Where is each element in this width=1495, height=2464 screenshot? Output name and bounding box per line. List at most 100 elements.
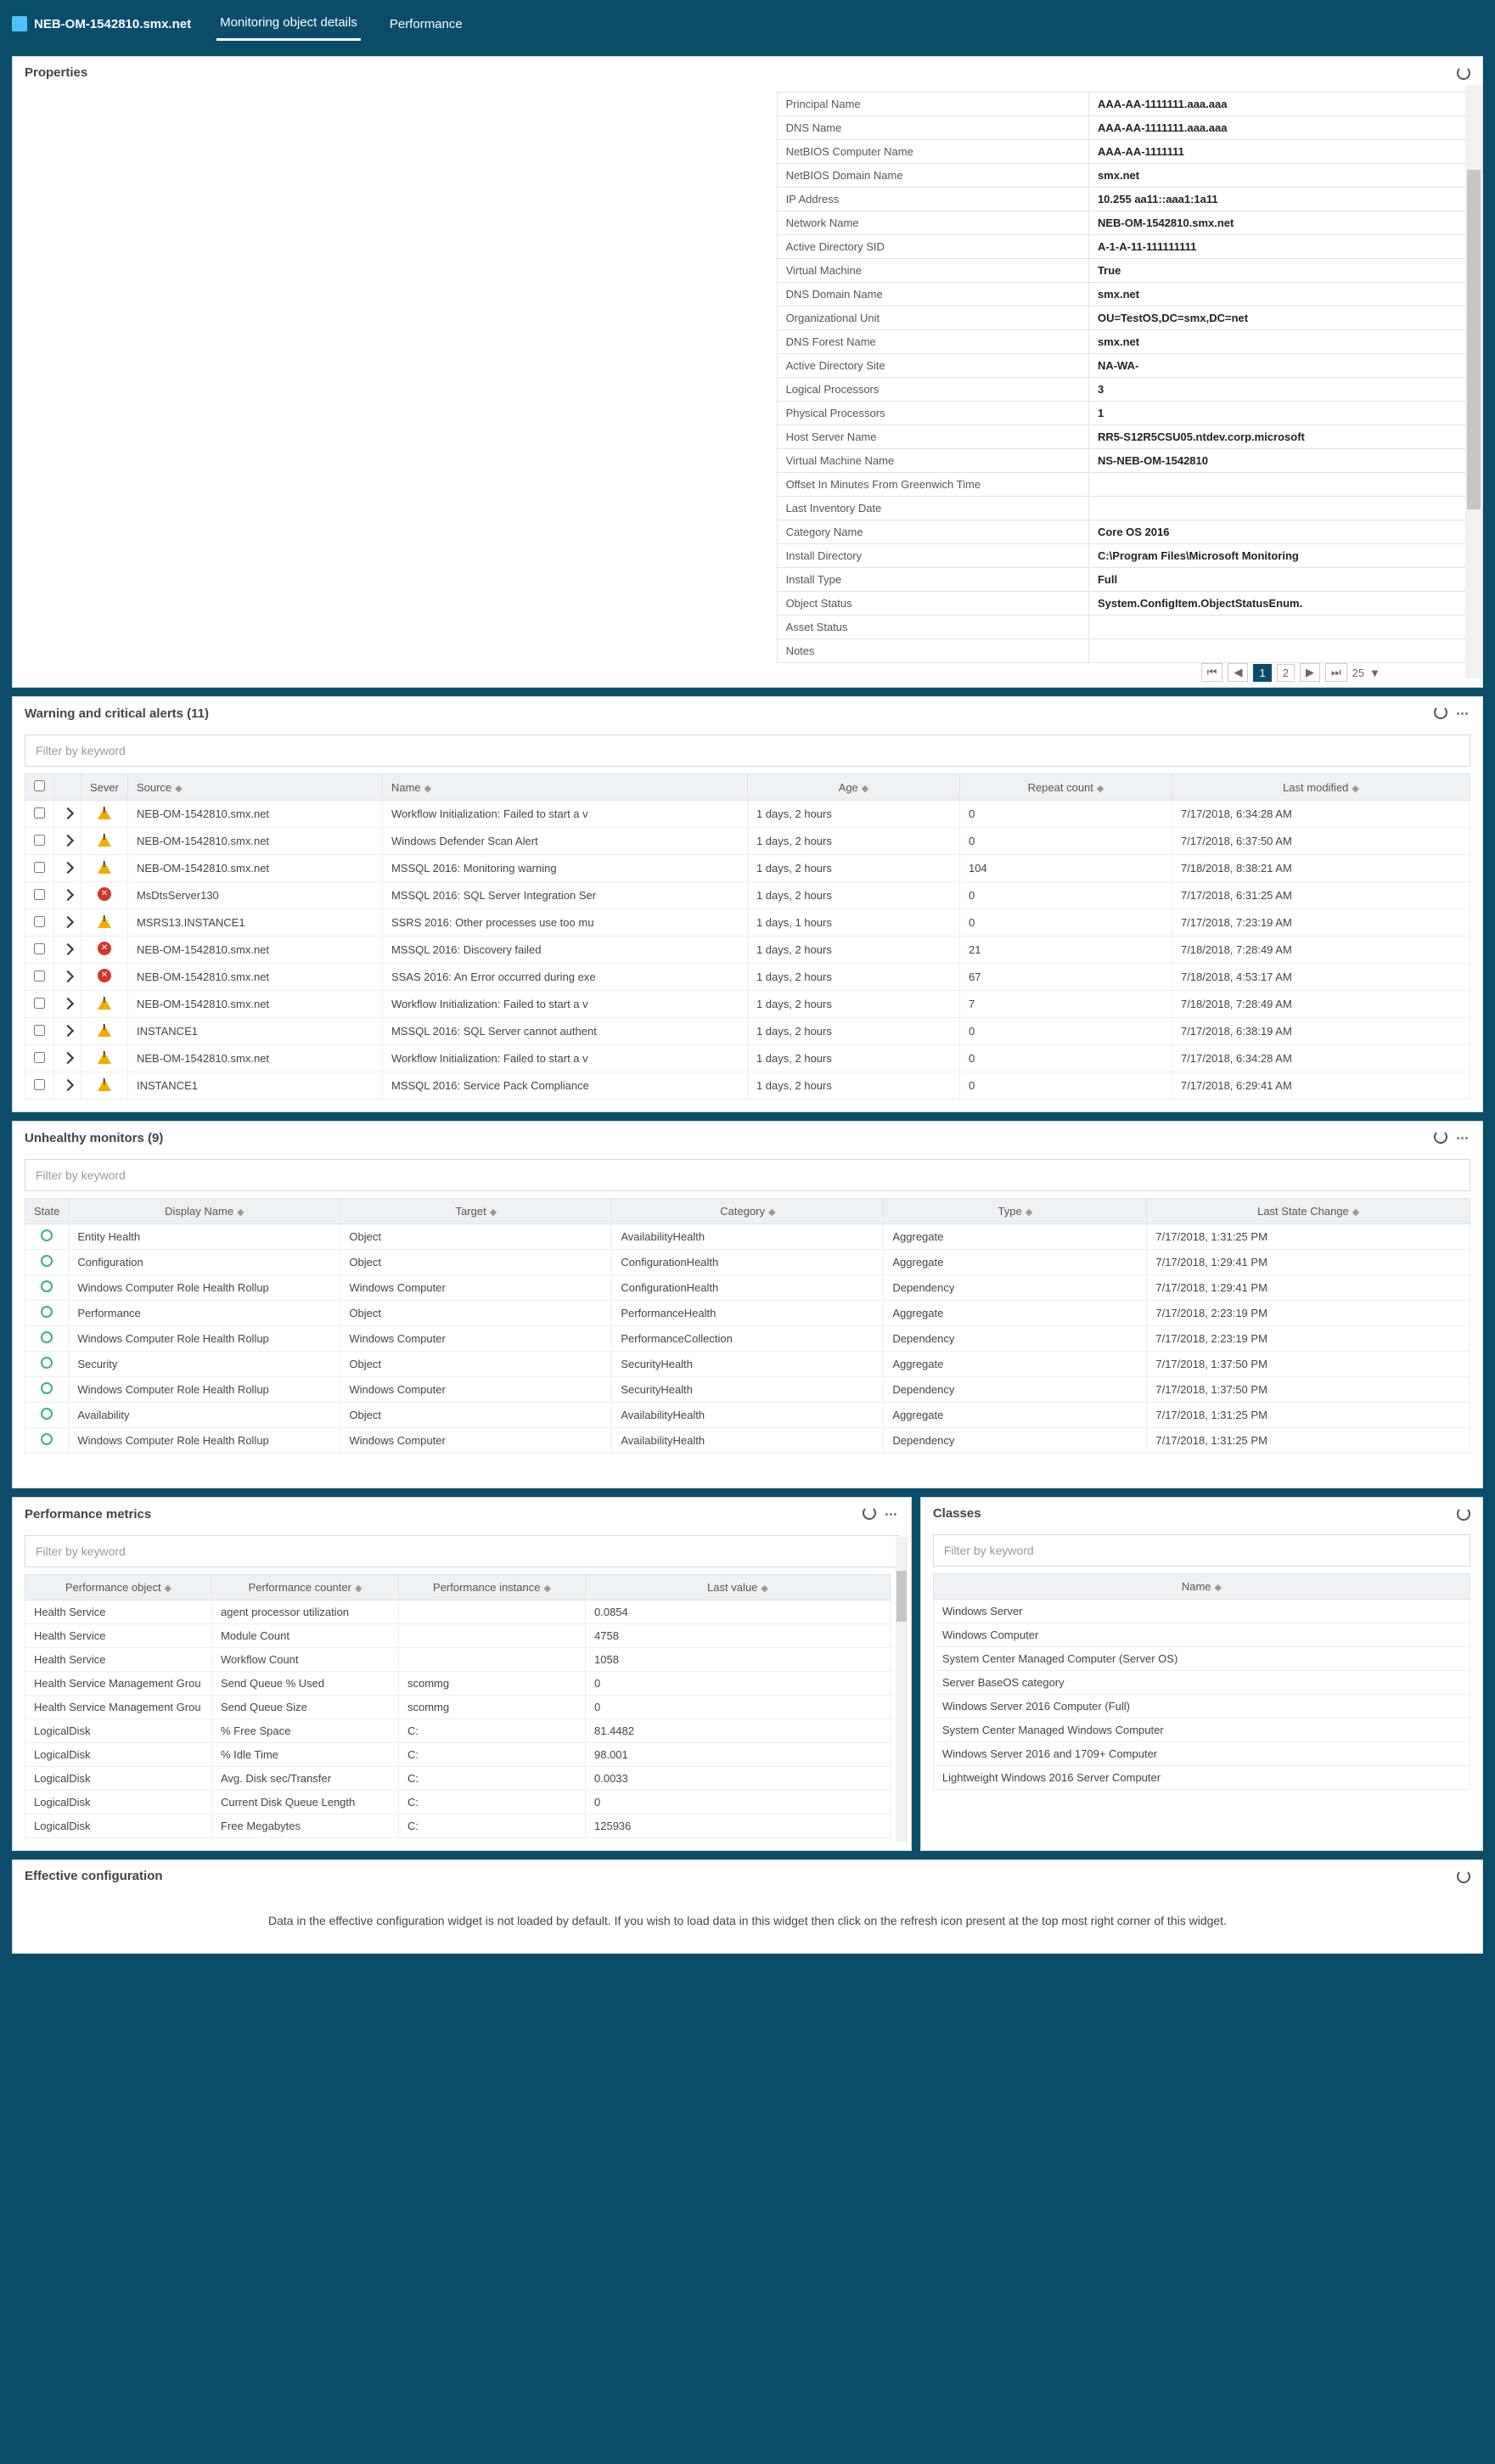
monitor-row[interactable]: Entity Health Object AvailabilityHealth … xyxy=(25,1224,1470,1250)
property-row: Active Directory SiteNA-WA- xyxy=(777,354,1470,378)
row-checkbox[interactable] xyxy=(34,862,45,873)
row-checkbox[interactable] xyxy=(34,1025,45,1036)
property-value: AAA-AA-1111111.aaa.aaa xyxy=(1088,93,1470,116)
row-checkbox[interactable] xyxy=(34,807,45,819)
monitor-category: PerformanceCollection xyxy=(612,1326,884,1352)
monitor-row[interactable]: Availability Object AvailabilityHealth A… xyxy=(25,1403,1470,1428)
row-checkbox[interactable] xyxy=(34,998,45,1009)
expand-icon[interactable] xyxy=(61,1052,73,1064)
expand-icon[interactable] xyxy=(61,1079,73,1091)
page-title: NEB-OM-1542810.smx.net xyxy=(12,16,191,31)
alert-row[interactable]: INSTANCE1 MSSQL 2016: SQL Server cannot … xyxy=(25,1018,1470,1045)
perf-object: LogicalDisk xyxy=(25,1791,212,1814)
expand-icon[interactable] xyxy=(61,916,73,928)
row-checkbox[interactable] xyxy=(34,889,45,900)
perf-row[interactable]: Health Service Management Grou Send Queu… xyxy=(25,1696,891,1719)
refresh-icon[interactable] xyxy=(1457,1507,1470,1521)
expand-icon[interactable] xyxy=(61,807,73,819)
row-checkbox[interactable] xyxy=(34,970,45,982)
perf-row[interactable]: Health Service agent processor utilizati… xyxy=(25,1600,891,1624)
refresh-icon[interactable] xyxy=(1434,706,1447,719)
property-row: NetBIOS Computer NameAAA-AA-1111111 xyxy=(777,140,1470,164)
class-row[interactable]: Windows Computer xyxy=(933,1623,1470,1647)
class-row[interactable]: System Center Managed Windows Computer xyxy=(933,1719,1470,1742)
class-row[interactable]: System Center Managed Computer (Server O… xyxy=(933,1647,1470,1671)
alert-row[interactable]: MsDtsServer130 MSSQL 2016: SQL Server In… xyxy=(25,882,1470,909)
filter-input[interactable]: Filter by keyword xyxy=(25,1159,1470,1191)
alert-source: NEB-OM-1542810.smx.net xyxy=(127,937,382,964)
alert-row[interactable]: INSTANCE1 MSSQL 2016: Service Pack Compl… xyxy=(25,1072,1470,1100)
perf-row[interactable]: LogicalDisk Current Disk Queue Length C:… xyxy=(25,1791,891,1814)
row-checkbox[interactable] xyxy=(34,943,45,954)
warning-icon xyxy=(98,860,111,874)
select-all-checkbox[interactable] xyxy=(34,780,45,791)
alert-row[interactable]: NEB-OM-1542810.smx.net Workflow Initiali… xyxy=(25,801,1470,828)
class-row[interactable]: Server BaseOS category xyxy=(933,1671,1470,1695)
alert-row[interactable]: NEB-OM-1542810.smx.net MSSQL 2016: Monit… xyxy=(25,855,1470,882)
row-checkbox[interactable] xyxy=(34,916,45,927)
more-icon[interactable]: ⋯ xyxy=(1456,1130,1470,1145)
property-row: DNS Domain Namesmx.net xyxy=(777,283,1470,307)
alert-row[interactable]: NEB-OM-1542810.smx.net Windows Defender … xyxy=(25,828,1470,855)
class-row[interactable]: Windows Server xyxy=(933,1600,1470,1623)
expand-icon[interactable] xyxy=(61,998,73,1010)
expand-icon[interactable] xyxy=(61,862,73,874)
property-key: Install Type xyxy=(777,568,1088,592)
row-checkbox[interactable] xyxy=(34,835,45,846)
monitor-row[interactable]: Security Object SecurityHealth Aggregate… xyxy=(25,1352,1470,1377)
row-checkbox[interactable] xyxy=(34,1079,45,1090)
alert-repeat: 0 xyxy=(959,882,1172,909)
monitor-row[interactable]: Configuration Object ConfigurationHealth… xyxy=(25,1250,1470,1275)
monitor-row[interactable]: Windows Computer Role Health Rollup Wind… xyxy=(25,1428,1470,1454)
perf-row[interactable]: Health Service Workflow Count 1058 xyxy=(25,1648,891,1672)
refresh-icon[interactable] xyxy=(1457,1870,1470,1883)
monitor-row[interactable]: Performance Object PerformanceHealth Agg… xyxy=(25,1301,1470,1326)
tab-performance[interactable]: Performance xyxy=(386,8,466,40)
class-row[interactable]: Lightweight Windows 2016 Server Computer xyxy=(933,1766,1470,1790)
expand-icon[interactable] xyxy=(61,970,73,982)
perf-row[interactable]: LogicalDisk Avg. Disk sec/Transfer C: 0.… xyxy=(25,1767,891,1791)
filter-input[interactable]: Filter by keyword xyxy=(25,1535,899,1567)
monitor-row[interactable]: Windows Computer Role Health Rollup Wind… xyxy=(25,1275,1470,1301)
class-row[interactable]: Windows Server 2016 and 1709+ Computer xyxy=(933,1742,1470,1766)
alert-name: Workflow Initialization: Failed to start… xyxy=(382,1045,747,1072)
class-name: Windows Server 2016 and 1709+ Computer xyxy=(933,1742,1470,1766)
class-name: Windows Server 2016 Computer (Full) xyxy=(933,1695,1470,1719)
expand-icon[interactable] xyxy=(61,1025,73,1037)
refresh-icon[interactable] xyxy=(1434,1130,1447,1144)
refresh-icon[interactable] xyxy=(1457,66,1470,80)
alert-row[interactable]: NEB-OM-1542810.smx.net SSAS 2016: An Err… xyxy=(25,964,1470,991)
perf-counter: % Idle Time xyxy=(212,1743,399,1767)
alert-row[interactable]: NEB-OM-1542810.smx.net Workflow Initiali… xyxy=(25,991,1470,1018)
property-value: smx.net xyxy=(1088,283,1470,307)
monitor-category: AvailabilityHealth xyxy=(612,1224,884,1250)
tab-monitoring-details[interactable]: Monitoring object details xyxy=(216,7,361,41)
warning-icon xyxy=(98,806,111,819)
more-icon[interactable]: ⋯ xyxy=(1456,706,1470,721)
monitor-row[interactable]: Windows Computer Role Health Rollup Wind… xyxy=(25,1377,1470,1403)
class-name: System Center Managed Computer (Server O… xyxy=(933,1647,1470,1671)
row-checkbox[interactable] xyxy=(34,1052,45,1063)
filter-input[interactable]: Filter by keyword xyxy=(933,1534,1470,1567)
expand-icon[interactable] xyxy=(61,889,73,901)
perf-row[interactable]: Health Service Module Count 4758 xyxy=(25,1624,891,1648)
filter-input[interactable]: Filter by keyword xyxy=(25,734,1470,767)
expand-icon[interactable] xyxy=(61,835,73,847)
alert-source: NEB-OM-1542810.smx.net xyxy=(127,991,382,1018)
alert-row[interactable]: NEB-OM-1542810.smx.net MSSQL 2016: Disco… xyxy=(25,937,1470,964)
scrollbar[interactable] xyxy=(896,1537,908,1842)
monitor-row[interactable]: Windows Computer Role Health Rollup Wind… xyxy=(25,1326,1470,1352)
expand-icon[interactable] xyxy=(61,943,73,955)
refresh-icon[interactable] xyxy=(863,1506,876,1520)
scrollbar[interactable] xyxy=(1465,85,1482,678)
perf-row[interactable]: Health Service Management Grou Send Queu… xyxy=(25,1672,891,1696)
monitor-name: Security xyxy=(69,1352,340,1377)
perf-object: Health Service Management Grou xyxy=(25,1672,212,1696)
perf-row[interactable]: LogicalDisk % Idle Time C: 98.001 xyxy=(25,1743,891,1767)
class-row[interactable]: Windows Server 2016 Computer (Full) xyxy=(933,1695,1470,1719)
alert-row[interactable]: MSRS13.INSTANCE1 SSRS 2016: Other proces… xyxy=(25,909,1470,937)
alert-row[interactable]: NEB-OM-1542810.smx.net Workflow Initiali… xyxy=(25,1045,1470,1072)
perf-row[interactable]: LogicalDisk Free Megabytes C: 125936 xyxy=(25,1814,891,1838)
more-icon[interactable]: ⋯ xyxy=(885,1506,899,1522)
perf-row[interactable]: LogicalDisk % Free Space C: 81.4482 xyxy=(25,1719,891,1743)
